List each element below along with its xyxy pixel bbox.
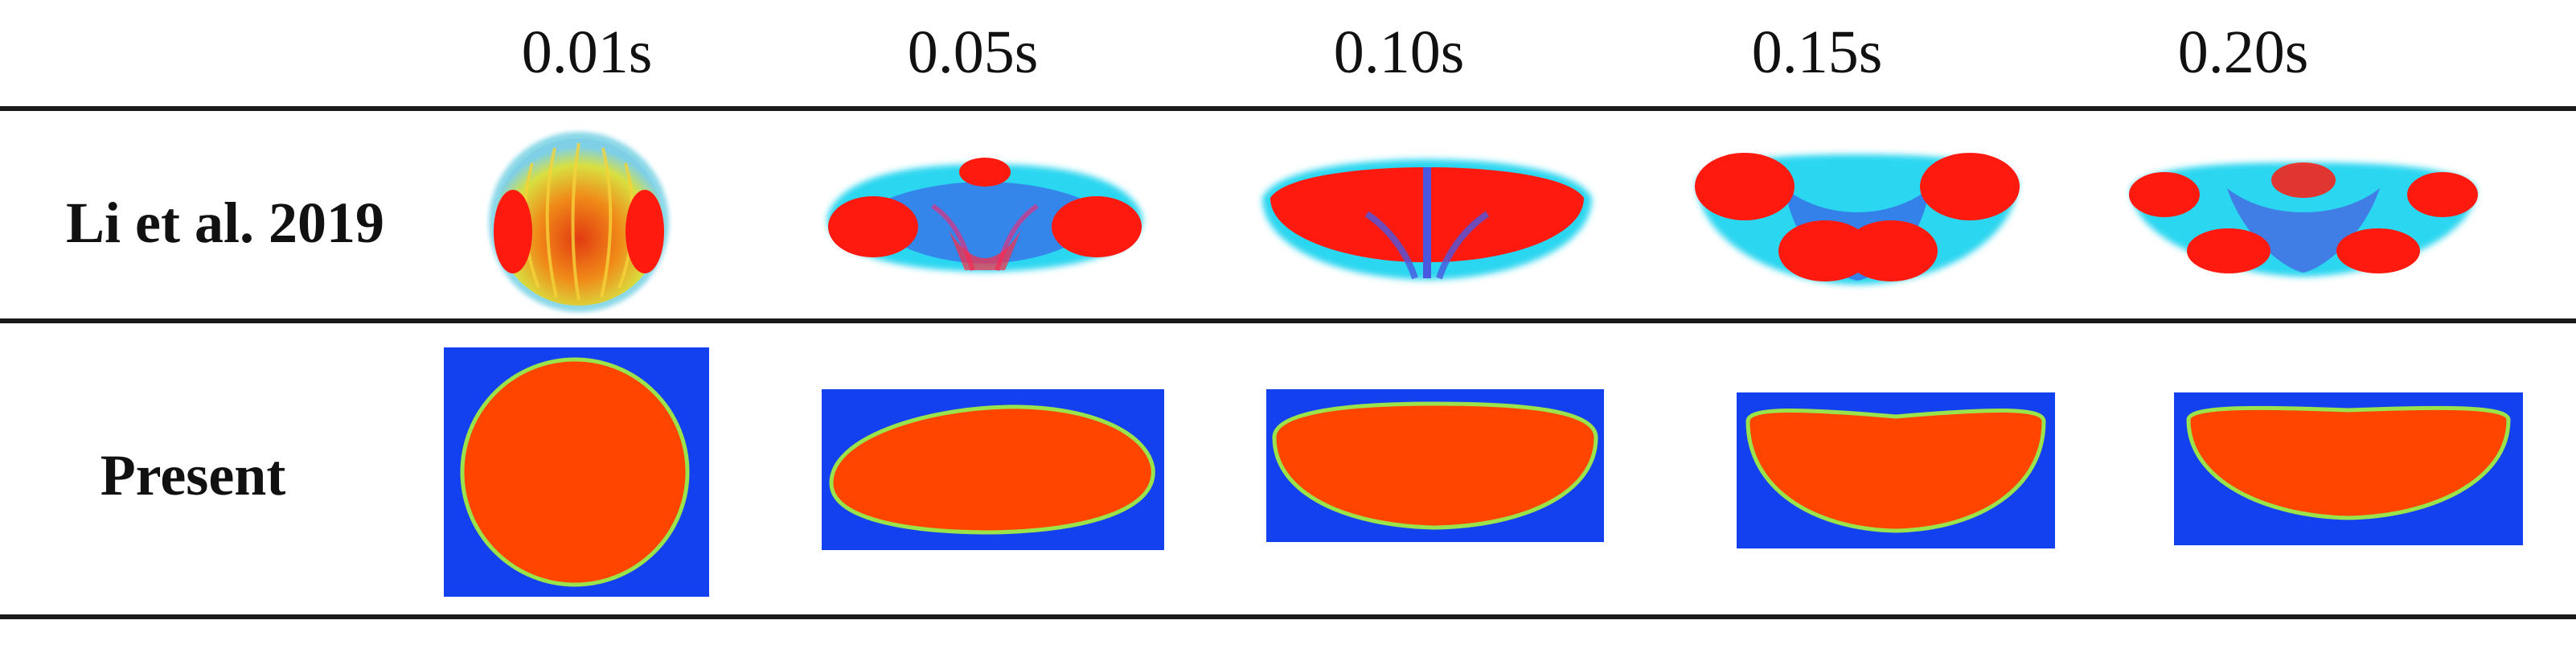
present-image-1: [822, 389, 1164, 550]
time-header-0: 0.01s: [521, 18, 653, 86]
reference-image-3: [1695, 153, 2020, 285]
present-image-0: [444, 347, 709, 597]
time-header-3: 0.15s: [1751, 18, 1883, 86]
reference-image-1: [827, 158, 1142, 272]
time-header-2: 0.10s: [1333, 18, 1465, 86]
time-header-1: 0.05s: [907, 18, 1039, 86]
reference-image-4: [2129, 162, 2478, 277]
row-label-present: Present: [100, 443, 286, 507]
reference-image-2: [1262, 159, 1592, 280]
time-header-4: 0.20s: [2177, 18, 2309, 86]
top-rule: [0, 106, 2576, 111]
reference-image-0: [489, 132, 669, 312]
row-label-reference: Li et al. 2019: [66, 191, 384, 255]
present-image-2: [1266, 389, 1604, 542]
bottom-rule: [0, 614, 2576, 619]
present-image-3: [1737, 392, 2055, 548]
middle-rule: [0, 318, 2576, 323]
present-image-4: [2174, 392, 2523, 545]
